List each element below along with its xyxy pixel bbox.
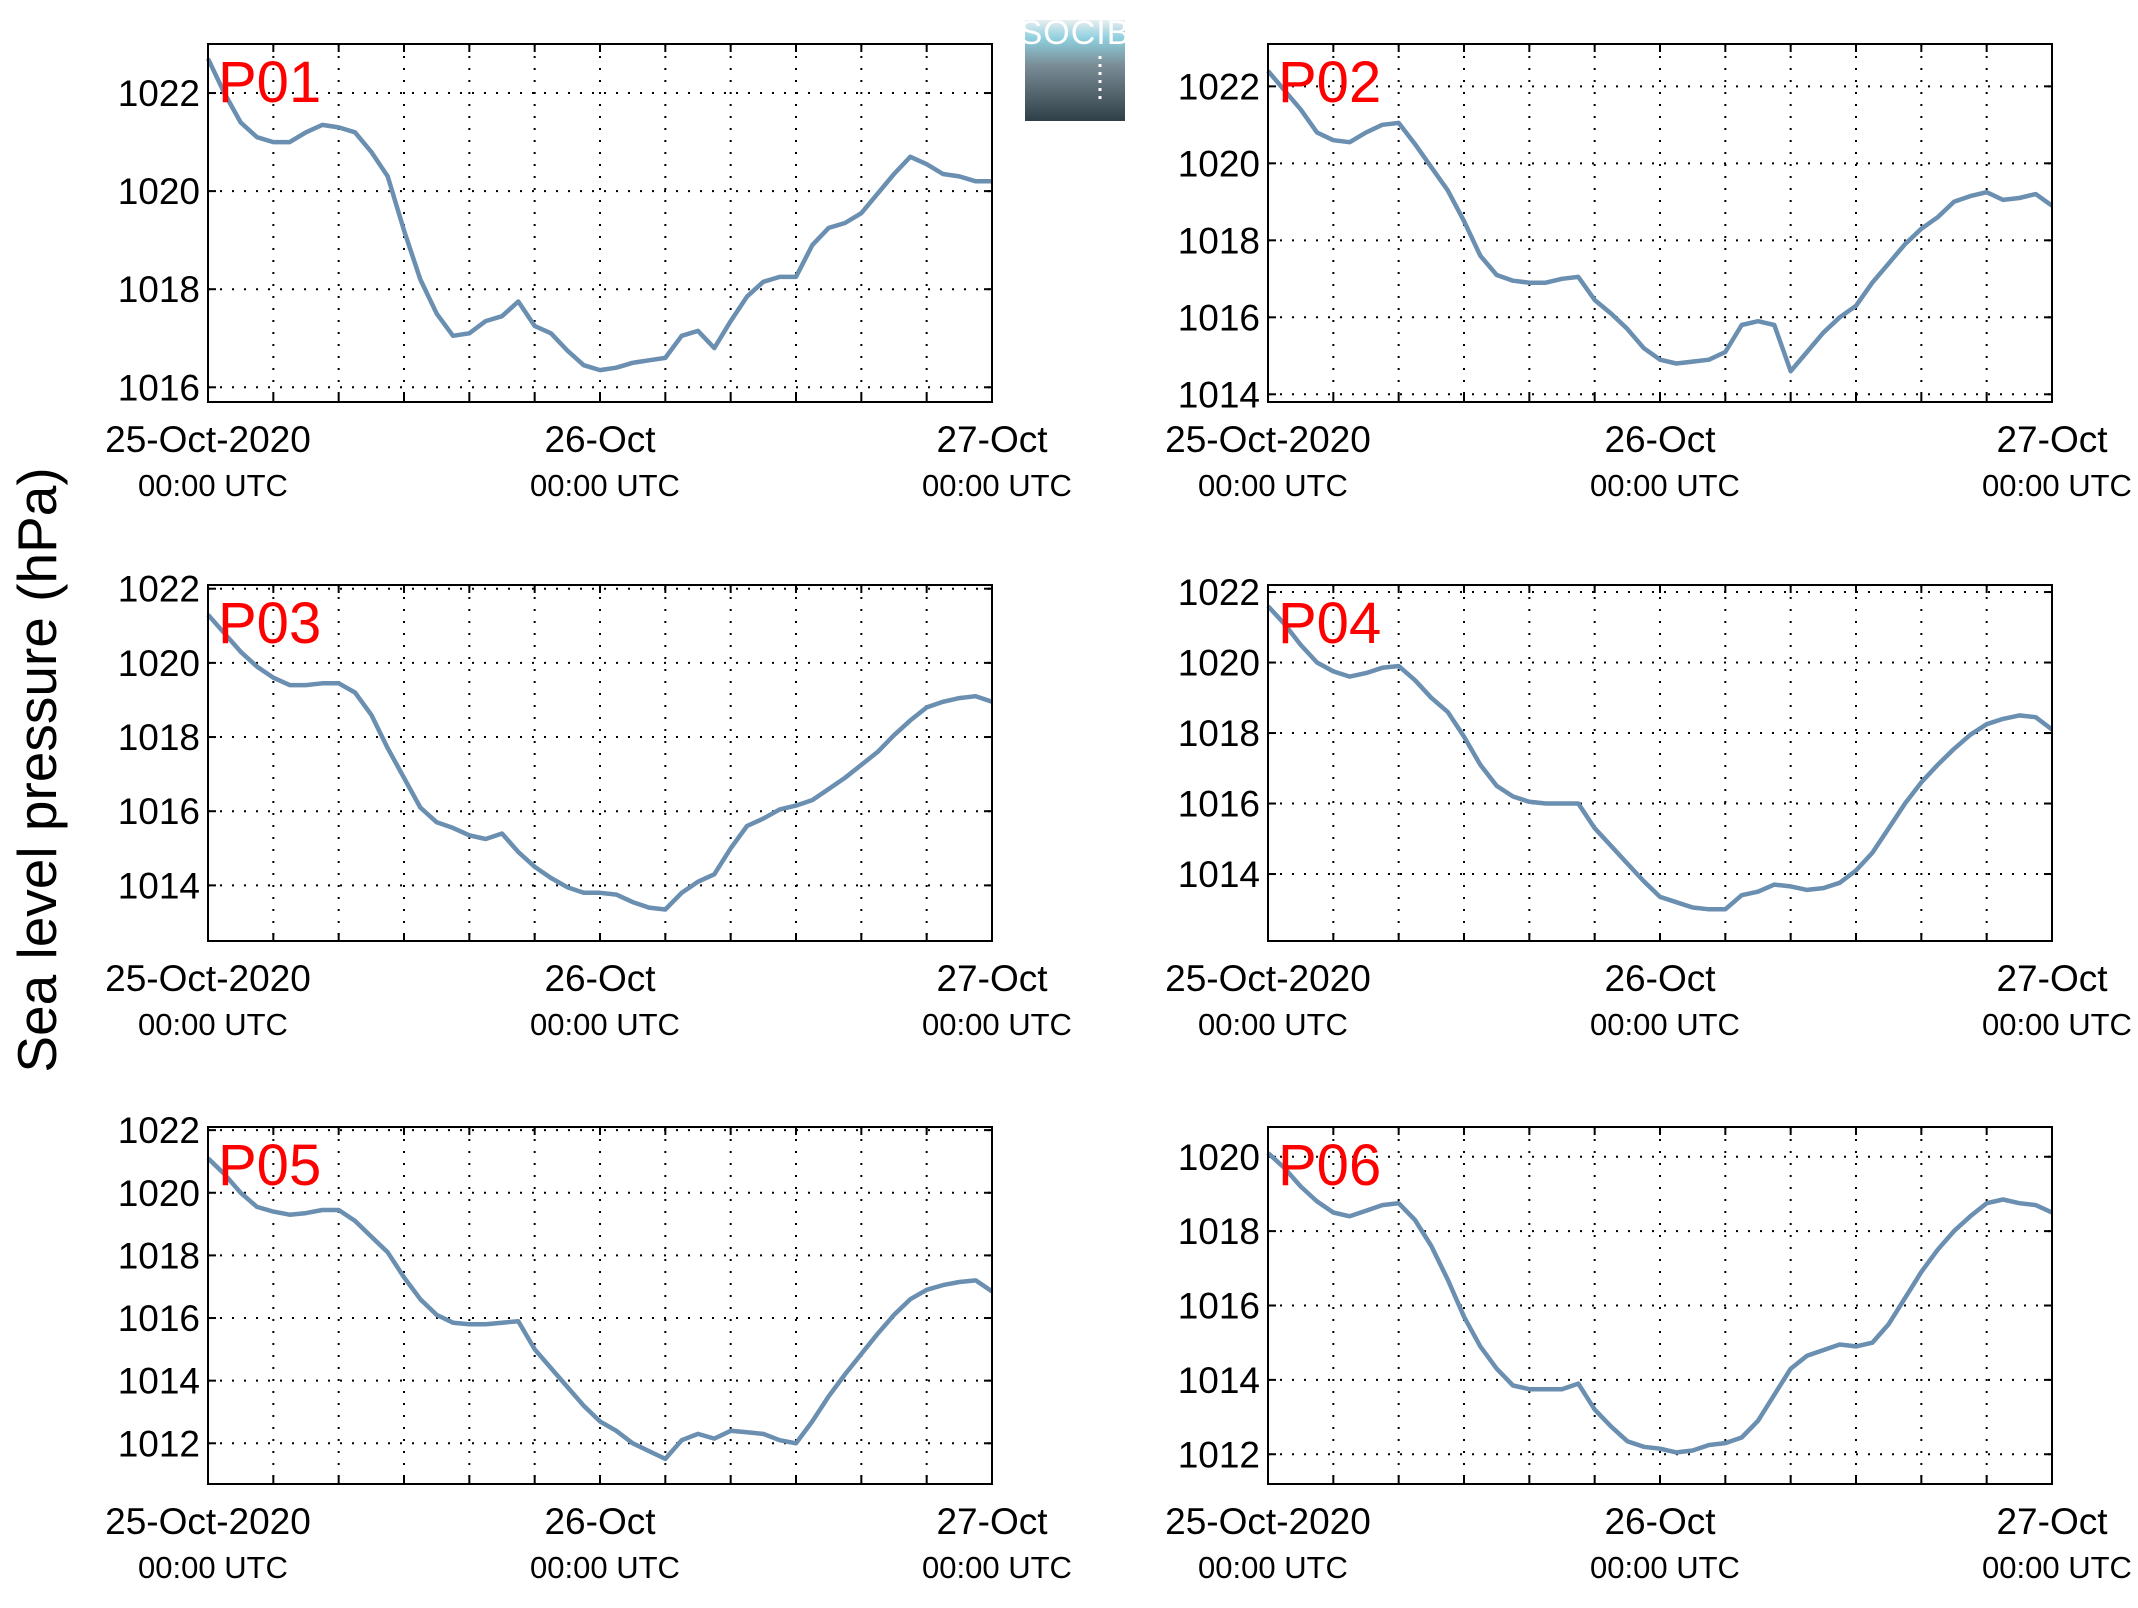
x-tick-label: 26-Oct (1604, 1501, 1716, 1542)
chart-panel-p03: 1014 1016 1018 1020 1022 25-Oct-2020 00:00 UTC… (105, 569, 1072, 1042)
x-tick-sublabel: 00:00 UTC (1198, 1007, 1348, 1042)
plot-frame (1267, 1126, 2053, 1485)
x-tick-label: 25-Oct-2020 (105, 1501, 311, 1542)
x-tick-label: 27-Oct (936, 958, 1048, 999)
plot-area (1268, 1127, 2052, 1484)
x-tick-sublabel: 00:00 UTC (1198, 1550, 1348, 1585)
y-tick-label: 1014 (1178, 1360, 1260, 1401)
chart-panel-p05: 1012 1014 1016 1018 1020 1022 25-Oct-2020 00:00… (105, 1110, 1072, 1585)
y-tick-label: 1016 (118, 1298, 200, 1339)
plot-frame (1267, 43, 2053, 403)
x-tick-sublabel: 00:00 UTC (530, 1007, 680, 1042)
panel-label-p04: P04 (1278, 591, 1381, 656)
panel-label-p05: P05 (218, 1133, 321, 1198)
y-tick-label: 1012 (1178, 1434, 1260, 1475)
y-tick-label: 1020 (1178, 1137, 1260, 1178)
panel-label-p02: P02 (1278, 50, 1381, 115)
plot-area (1268, 585, 2052, 941)
y-tick-label: 1020 (118, 171, 200, 212)
x-tick-label: 26-Oct (1604, 958, 1716, 999)
y-tick-label: 1016 (118, 367, 200, 408)
y-tick-label: 1018 (1178, 713, 1260, 754)
x-tick-label: 26-Oct (544, 419, 656, 460)
x-tick-label: 26-Oct (544, 1501, 656, 1542)
chart-panel-p06: 1012 1014 1016 1018 1020 25-Oct-2020 00:00 UTC… (1165, 1126, 2132, 1585)
x-tick-sublabel: 00:00 UTC (530, 1550, 680, 1585)
y-tick-label: 1020 (118, 1173, 200, 1214)
x-tick-sublabel: 00:00 UTC (530, 468, 680, 503)
y-tick-label: 1020 (118, 643, 200, 684)
y-tick-label: 1020 (1178, 643, 1260, 684)
y-tick-label: 1012 (118, 1423, 200, 1464)
x-tick-sublabel: 00:00 UTC (922, 468, 1072, 503)
y-tick-label: 1018 (118, 717, 200, 758)
y-tick-label: 1016 (118, 791, 200, 832)
y-tick-label: 1016 (1178, 784, 1260, 825)
y-tick-label: 1018 (118, 1235, 200, 1276)
y-tick-label: 1018 (1178, 1211, 1260, 1252)
plot-frame (207, 1126, 993, 1485)
plot-area (208, 44, 992, 402)
y-tick-label: 1020 (1178, 143, 1260, 184)
panel-label-p01: P01 (218, 50, 321, 115)
x-tick-sublabel: 00:00 UTC (1982, 1007, 2132, 1042)
panel-label-p06: P06 (1278, 1133, 1381, 1198)
x-tick-sublabel: 00:00 UTC (922, 1550, 1072, 1585)
y-tick-label: 1014 (1178, 854, 1260, 895)
x-tick-label: 25-Oct-2020 (1165, 958, 1371, 999)
y-tick-label: 1018 (118, 269, 200, 310)
plot-frame (207, 43, 993, 403)
x-tick-label: 25-Oct-2020 (105, 419, 311, 460)
x-tick-sublabel: 00:00 UTC (1590, 468, 1740, 503)
y-tick-label: 1018 (1178, 220, 1260, 261)
chart-panel-p04: 1014 1016 1018 1020 1022 25-Oct-2020 00:00 UTC… (1165, 572, 2132, 1042)
x-tick-sublabel: 00:00 UTC (1982, 468, 2132, 503)
y-tick-label: 1014 (1178, 374, 1260, 415)
panel-label-p03: P03 (218, 591, 321, 656)
plot-area (208, 585, 992, 941)
x-tick-sublabel: 00:00 UTC (138, 1550, 288, 1585)
plot-area (208, 1127, 992, 1484)
x-tick-label: 27-Oct (1996, 419, 2108, 460)
y-tick-label: 1016 (1178, 297, 1260, 338)
y-tick-label: 1022 (1178, 66, 1260, 107)
chart-panel-p02: 1014 1016 1018 1020 1022 25-Oct-2020 00:00 UTC… (1165, 43, 2132, 503)
plot-area (1268, 44, 2052, 402)
x-tick-label: 27-Oct (936, 419, 1048, 460)
x-tick-label: 27-Oct (936, 1501, 1048, 1542)
x-tick-label: 26-Oct (1604, 419, 1716, 460)
y-tick-label: 1022 (118, 569, 200, 610)
x-tick-label: 25-Oct-2020 (105, 958, 311, 999)
plot-frame (207, 584, 993, 942)
plot-frame (1267, 584, 2053, 942)
logo-text: SOCIB (1020, 14, 1131, 52)
x-tick-sublabel: 00:00 UTC (1198, 468, 1348, 503)
y-tick-label: 1014 (118, 865, 200, 906)
y-tick-label: 1022 (118, 1110, 200, 1151)
x-tick-label: 25-Oct-2020 (1165, 419, 1371, 460)
y-tick-label: 1022 (1178, 572, 1260, 613)
x-tick-sublabel: 00:00 UTC (138, 468, 288, 503)
x-tick-sublabel: 00:00 UTC (1590, 1550, 1740, 1585)
y-tick-label: 1014 (118, 1361, 200, 1402)
x-tick-sublabel: 00:00 UTC (138, 1007, 288, 1042)
y-tick-label: 1016 (1178, 1286, 1260, 1327)
x-tick-sublabel: 00:00 UTC (1982, 1550, 2132, 1585)
x-tick-label: 26-Oct (544, 958, 656, 999)
x-tick-label: 27-Oct (1996, 958, 2108, 999)
y-axis-label: Sea level pressure (hPa) (6, 467, 68, 1072)
socib-logo: SOCIB (1020, 14, 1131, 121)
y-tick-label: 1022 (118, 73, 200, 114)
x-tick-sublabel: 00:00 UTC (922, 1007, 1072, 1042)
x-tick-sublabel: 00:00 UTC (1590, 1007, 1740, 1042)
x-tick-label: 25-Oct-2020 (1165, 1501, 1371, 1542)
chart-panel-p01: 1016 1018 1020 1022 25-Oct-2020 00:00 UTC 26-O… (105, 43, 1072, 503)
x-tick-label: 27-Oct (1996, 1501, 2108, 1542)
